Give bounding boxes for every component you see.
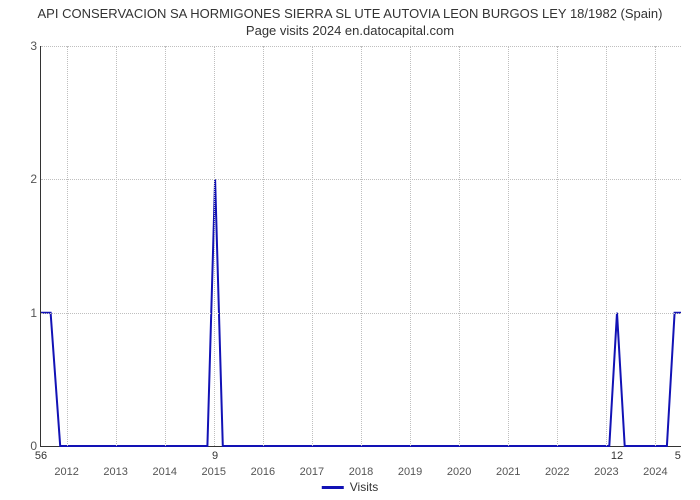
chart-container: API CONSERVACION SA HORMIGONES SIERRA SL… <box>0 0 700 500</box>
x-axis-tick: 2020 <box>447 466 471 478</box>
data-count-label: 9 <box>212 450 218 462</box>
legend: Visits <box>322 480 378 494</box>
chart-plot-area: 0123201220132014201520162017201820192020… <box>40 46 680 446</box>
gridline-vertical <box>459 46 460 446</box>
gridline-vertical <box>557 46 558 446</box>
x-axis-tick: 2024 <box>643 466 667 478</box>
x-axis-tick: 2017 <box>300 466 324 478</box>
x-axis-tick: 2023 <box>594 466 618 478</box>
legend-label: Visits <box>350 480 378 494</box>
x-axis-tick: 2012 <box>54 466 78 478</box>
y-axis-tick: 3 <box>19 39 37 53</box>
y-axis-tick: 2 <box>19 172 37 186</box>
title-line-2: Page visits 2024 en.datocapital.com <box>246 23 454 38</box>
gridline-vertical <box>312 46 313 446</box>
legend-swatch <box>322 486 344 489</box>
gridline-vertical <box>606 46 607 446</box>
gridline-vertical <box>67 46 68 446</box>
gridline-vertical <box>263 46 264 446</box>
y-axis-tick: 1 <box>19 306 37 320</box>
x-axis-tick: 2018 <box>349 466 373 478</box>
x-axis-tick: 2013 <box>103 466 127 478</box>
x-axis-tick: 2014 <box>152 466 176 478</box>
data-count-label: 56 <box>35 450 47 462</box>
x-axis-tick: 2015 <box>202 466 226 478</box>
gridline-vertical <box>410 46 411 446</box>
data-count-label: 12 <box>611 450 623 462</box>
gridline-vertical <box>214 46 215 446</box>
data-count-label: 5 <box>675 450 681 462</box>
gridline-vertical <box>508 46 509 446</box>
gridline-vertical <box>655 46 656 446</box>
x-axis-tick: 2021 <box>496 466 520 478</box>
x-axis-tick: 2019 <box>398 466 422 478</box>
gridline-vertical <box>361 46 362 446</box>
title-line-1: API CONSERVACION SA HORMIGONES SIERRA SL… <box>38 6 663 21</box>
chart-title: API CONSERVACION SA HORMIGONES SIERRA SL… <box>0 0 700 42</box>
plot-region: 0123201220132014201520162017201820192020… <box>40 46 681 447</box>
x-axis-tick: 2022 <box>545 466 569 478</box>
x-axis-tick: 2016 <box>251 466 275 478</box>
gridline-vertical <box>165 46 166 446</box>
gridline-vertical <box>116 46 117 446</box>
